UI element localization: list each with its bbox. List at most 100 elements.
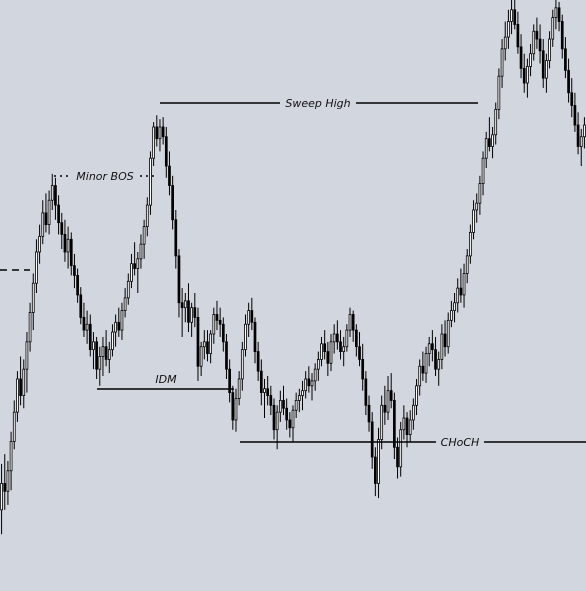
candle-body-up — [342, 346, 346, 353]
candle-body-down — [522, 67, 526, 84]
candle — [526, 58, 529, 98]
candle — [415, 378, 418, 416]
candle — [73, 253, 76, 289]
candle-body-up — [12, 411, 16, 442]
candle — [133, 242, 136, 276]
candle-body-down — [557, 7, 561, 22]
candle-body-up — [145, 204, 149, 227]
candle-body-down — [538, 38, 542, 52]
candle — [202, 330, 206, 360]
candle-body-up — [139, 243, 143, 260]
candle-body-down — [513, 9, 517, 25]
candle-body-down — [396, 446, 399, 468]
candle-body-up — [149, 157, 152, 206]
candle-body-up — [212, 314, 216, 335]
candle — [92, 332, 95, 370]
candle-body-down — [285, 407, 289, 421]
candle — [567, 58, 570, 103]
candle — [54, 177, 57, 220]
candle-body-down — [361, 359, 365, 380]
candle — [393, 392, 396, 460]
candle-body-up — [28, 312, 32, 343]
candle-body-up — [320, 343, 323, 360]
candle-body-up — [294, 400, 298, 411]
candle — [212, 307, 216, 344]
candle-body-up — [348, 314, 352, 331]
candle-body-up — [497, 75, 501, 110]
candle — [541, 39, 545, 88]
candle — [434, 336, 437, 377]
candle — [12, 400, 16, 450]
candle-body-up — [469, 232, 472, 257]
candle — [107, 341, 111, 374]
candle — [101, 336, 105, 377]
candle — [6, 460, 10, 505]
candle — [573, 92, 577, 132]
candle-body-up — [526, 66, 529, 84]
candle-body-up — [453, 302, 456, 311]
candle — [500, 39, 504, 88]
choch-label-bg — [436, 434, 484, 450]
candle — [183, 293, 187, 323]
candle-body-down — [168, 165, 171, 186]
candle — [174, 209, 178, 269]
candle-body-down — [225, 341, 228, 370]
candle-body-up — [297, 395, 301, 401]
candle-body-up — [380, 404, 384, 440]
candle-body-up — [446, 319, 450, 348]
candle-body-up — [494, 108, 498, 136]
candle-body-down — [567, 69, 570, 94]
candle — [307, 366, 311, 393]
candle — [25, 332, 29, 393]
candle — [513, 0, 517, 30]
candle — [351, 310, 355, 342]
candle — [206, 330, 209, 362]
candle-body-down — [355, 329, 358, 348]
candle-body-up — [31, 282, 35, 313]
candle — [481, 151, 485, 196]
candle-body-down — [564, 48, 567, 71]
candle-body-up — [209, 333, 212, 354]
candle-body-up — [551, 17, 555, 40]
candle-body-up — [35, 251, 38, 284]
candle — [304, 371, 308, 399]
candle — [111, 324, 114, 357]
candle-body-down — [206, 341, 209, 354]
candle-body-down — [174, 219, 178, 257]
candle — [16, 371, 19, 422]
candle-body-up — [462, 273, 466, 296]
sweep-high-label: Sweep High — [285, 97, 350, 110]
idm-label: IDM — [155, 373, 177, 386]
candle-body-up — [510, 9, 513, 22]
candle-body-up — [450, 310, 453, 321]
candle-body-up — [491, 134, 494, 147]
candle — [522, 53, 526, 93]
candle — [446, 312, 450, 354]
candle-body-down — [393, 400, 396, 448]
candle-body-down — [60, 222, 64, 235]
candle-body-up — [263, 388, 266, 394]
candle — [66, 226, 70, 269]
candles-layer — [0, 0, 586, 535]
candle — [196, 307, 200, 381]
candle-body-up — [38, 235, 41, 253]
candle-body-up — [301, 390, 304, 396]
candle — [320, 336, 323, 367]
candle-body-up — [114, 321, 117, 333]
candle — [459, 268, 463, 303]
candle — [364, 371, 368, 416]
candle-body-up — [475, 202, 479, 211]
candle — [38, 224, 41, 264]
candle — [234, 388, 238, 432]
candle-body-down — [443, 333, 447, 348]
candle — [516, 11, 520, 54]
candle — [469, 224, 472, 264]
candle-body-down — [351, 314, 355, 331]
candle — [535, 17, 539, 49]
candle — [564, 37, 567, 79]
candle-body-up — [9, 441, 13, 472]
candle-body-down — [187, 300, 190, 323]
candle — [240, 341, 244, 391]
candle — [484, 131, 488, 168]
